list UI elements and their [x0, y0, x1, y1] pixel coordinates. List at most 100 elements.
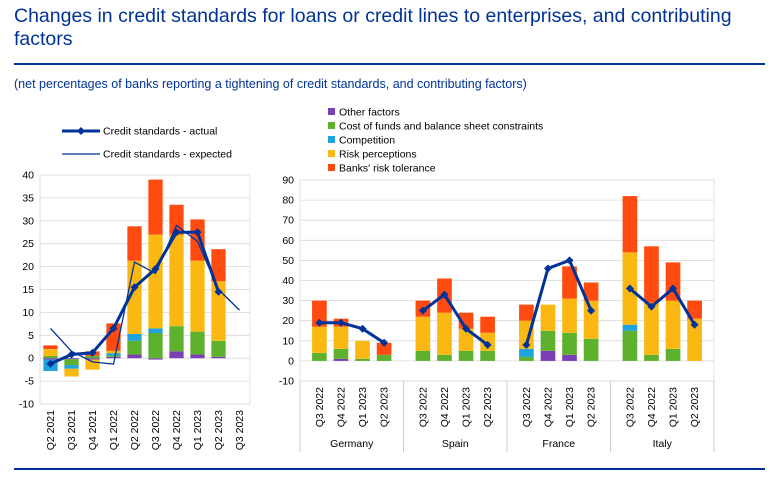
left-bar-risk	[190, 260, 205, 332]
left-bar-other	[106, 356, 121, 359]
left-line-expected	[50, 224, 240, 365]
right-bar-italy-tolerance	[687, 300, 702, 319]
left-bar-cost	[211, 340, 226, 357]
legend-swatch-risk	[328, 150, 335, 157]
right-line-actual-spain-marker	[483, 340, 492, 349]
legend-swatch-other	[328, 108, 335, 115]
legend-label-other: Other factors	[339, 107, 400, 119]
right-line-actual-spain-marker	[462, 324, 471, 333]
country-label: Spain	[442, 438, 469, 450]
right-line-actual-germany-marker	[358, 324, 367, 333]
right-bar-germany-cost	[312, 352, 327, 361]
left-line-actual-marker	[172, 228, 181, 237]
country-label: Italy	[653, 438, 673, 450]
left-bar-cost	[64, 359, 79, 366]
left-bar-cost	[148, 333, 163, 359]
left-line-actual-marker	[193, 228, 202, 237]
right-y-tick-label: 0	[288, 355, 294, 367]
right-bar-spain-risk	[415, 316, 431, 351]
left-bar-other	[64, 358, 79, 360]
right-bar-spain-cost	[415, 350, 431, 361]
right-x-tick-label: Q1 2023	[357, 387, 369, 427]
left-line-actual-marker	[109, 324, 118, 333]
right-line-actual-france-marker	[587, 306, 596, 315]
left-x-tick-label: Q2 2023	[213, 410, 225, 450]
right-y-tick-label: 10	[282, 335, 294, 347]
left-bar-risk	[43, 349, 58, 356]
right-bar-germany-tolerance	[376, 342, 392, 355]
left-line-actual-marker	[67, 350, 76, 359]
left-x-tick-label: Q1 2022	[108, 410, 120, 450]
left-x-tick-label: Q1 2023	[192, 410, 204, 450]
right-bar-italy-cost	[622, 330, 638, 361]
right-bar-germany-other	[333, 358, 349, 361]
left-bar-risk	[85, 359, 100, 370]
left-y-tick-label: 25	[22, 238, 34, 250]
right-bar-italy-tolerance	[644, 246, 659, 303]
left-bar-cost	[85, 355, 100, 359]
left-y-tick-label: 5	[28, 330, 34, 342]
right-y-tick-label: 60	[282, 235, 294, 247]
right-bar-italy-risk	[665, 300, 681, 349]
right-x-tick-label: Q1 2023	[564, 387, 576, 427]
right-bar-france-other	[540, 350, 556, 361]
right-x-tick-label: Q2 2023	[379, 387, 391, 427]
right-bar-spain-cost	[458, 350, 474, 361]
right-bar-france-tolerance	[562, 266, 577, 299]
right-line-actual-germany-marker	[315, 318, 324, 327]
right-bar-france-tolerance	[583, 282, 599, 301]
left-line-actual-marker	[88, 348, 97, 357]
left-x-tick-label: Q2 2021	[45, 410, 57, 450]
country-label: France	[542, 438, 575, 450]
right-bar-germany-risk	[312, 326, 327, 353]
right-bar-france-other	[562, 354, 577, 361]
right-x-tick-label: Q4 2022	[542, 387, 554, 427]
right-bar-italy-risk	[687, 318, 702, 361]
left-bar-other	[43, 358, 58, 360]
left-bar-tolerance	[127, 226, 142, 261]
right-line-actual-spain-marker	[418, 306, 427, 315]
right-line-actual-france-marker	[543, 264, 552, 273]
right-y-tick-label: -10	[279, 376, 294, 388]
legend-actual-marker	[77, 127, 85, 135]
left-y-tick-label: 0	[28, 353, 34, 365]
right-y-tick-label: 20	[282, 315, 294, 327]
left-y-tick-label: 40	[22, 170, 34, 182]
left-bar-cost	[43, 355, 58, 359]
right-line-actual-italy-marker	[647, 302, 656, 311]
legend-expected-label: Credit standards - expected	[103, 149, 232, 161]
right-line-actual-france	[524, 258, 593, 346]
right-bar-france-cost	[562, 332, 577, 355]
left-line-actual-marker	[151, 264, 160, 273]
legend-swatch-competition	[328, 136, 335, 143]
left-bar-other	[127, 354, 142, 359]
left-x-tick-label: Q3 2023	[234, 410, 246, 450]
right-line-actual-spain-marker	[440, 290, 449, 299]
right-y-tick-label: 40	[282, 275, 294, 287]
right-bar-italy-tolerance	[622, 196, 638, 253]
chart-title: Changes in credit standards for loans or…	[14, 5, 732, 50]
legend-label-risk: Risk perceptions	[339, 149, 417, 161]
chart-subtitle: (net percentages of banks reporting a ti…	[14, 77, 527, 91]
right-bar-germany-tolerance	[312, 300, 327, 327]
left-y-tick-label: 35	[22, 192, 34, 204]
right-y-tick-label: 50	[282, 255, 294, 267]
left-bar-tolerance	[148, 179, 163, 235]
left-bar-competition	[148, 328, 163, 334]
left-y-tick-label: 30	[22, 215, 34, 227]
left-bar-other	[211, 356, 226, 359]
left-bar-tolerance	[169, 204, 184, 235]
right-bar-germany-risk	[333, 326, 349, 349]
left-x-tick-label: Q3 2021	[66, 410, 78, 450]
left-bar-cost	[127, 340, 142, 355]
left-line-actual-marker	[130, 283, 139, 292]
left-y-tick-label: -5	[25, 376, 34, 388]
bottom-rule	[14, 468, 765, 470]
right-bar-germany-cost	[355, 358, 370, 361]
left-line-actual-marker	[46, 359, 55, 368]
right-x-tick-label: Q4 2022	[646, 387, 658, 427]
right-bar-spain-cost	[480, 350, 495, 361]
right-line-actual-germany	[319, 321, 385, 345]
right-bar-italy-competition	[622, 324, 638, 331]
